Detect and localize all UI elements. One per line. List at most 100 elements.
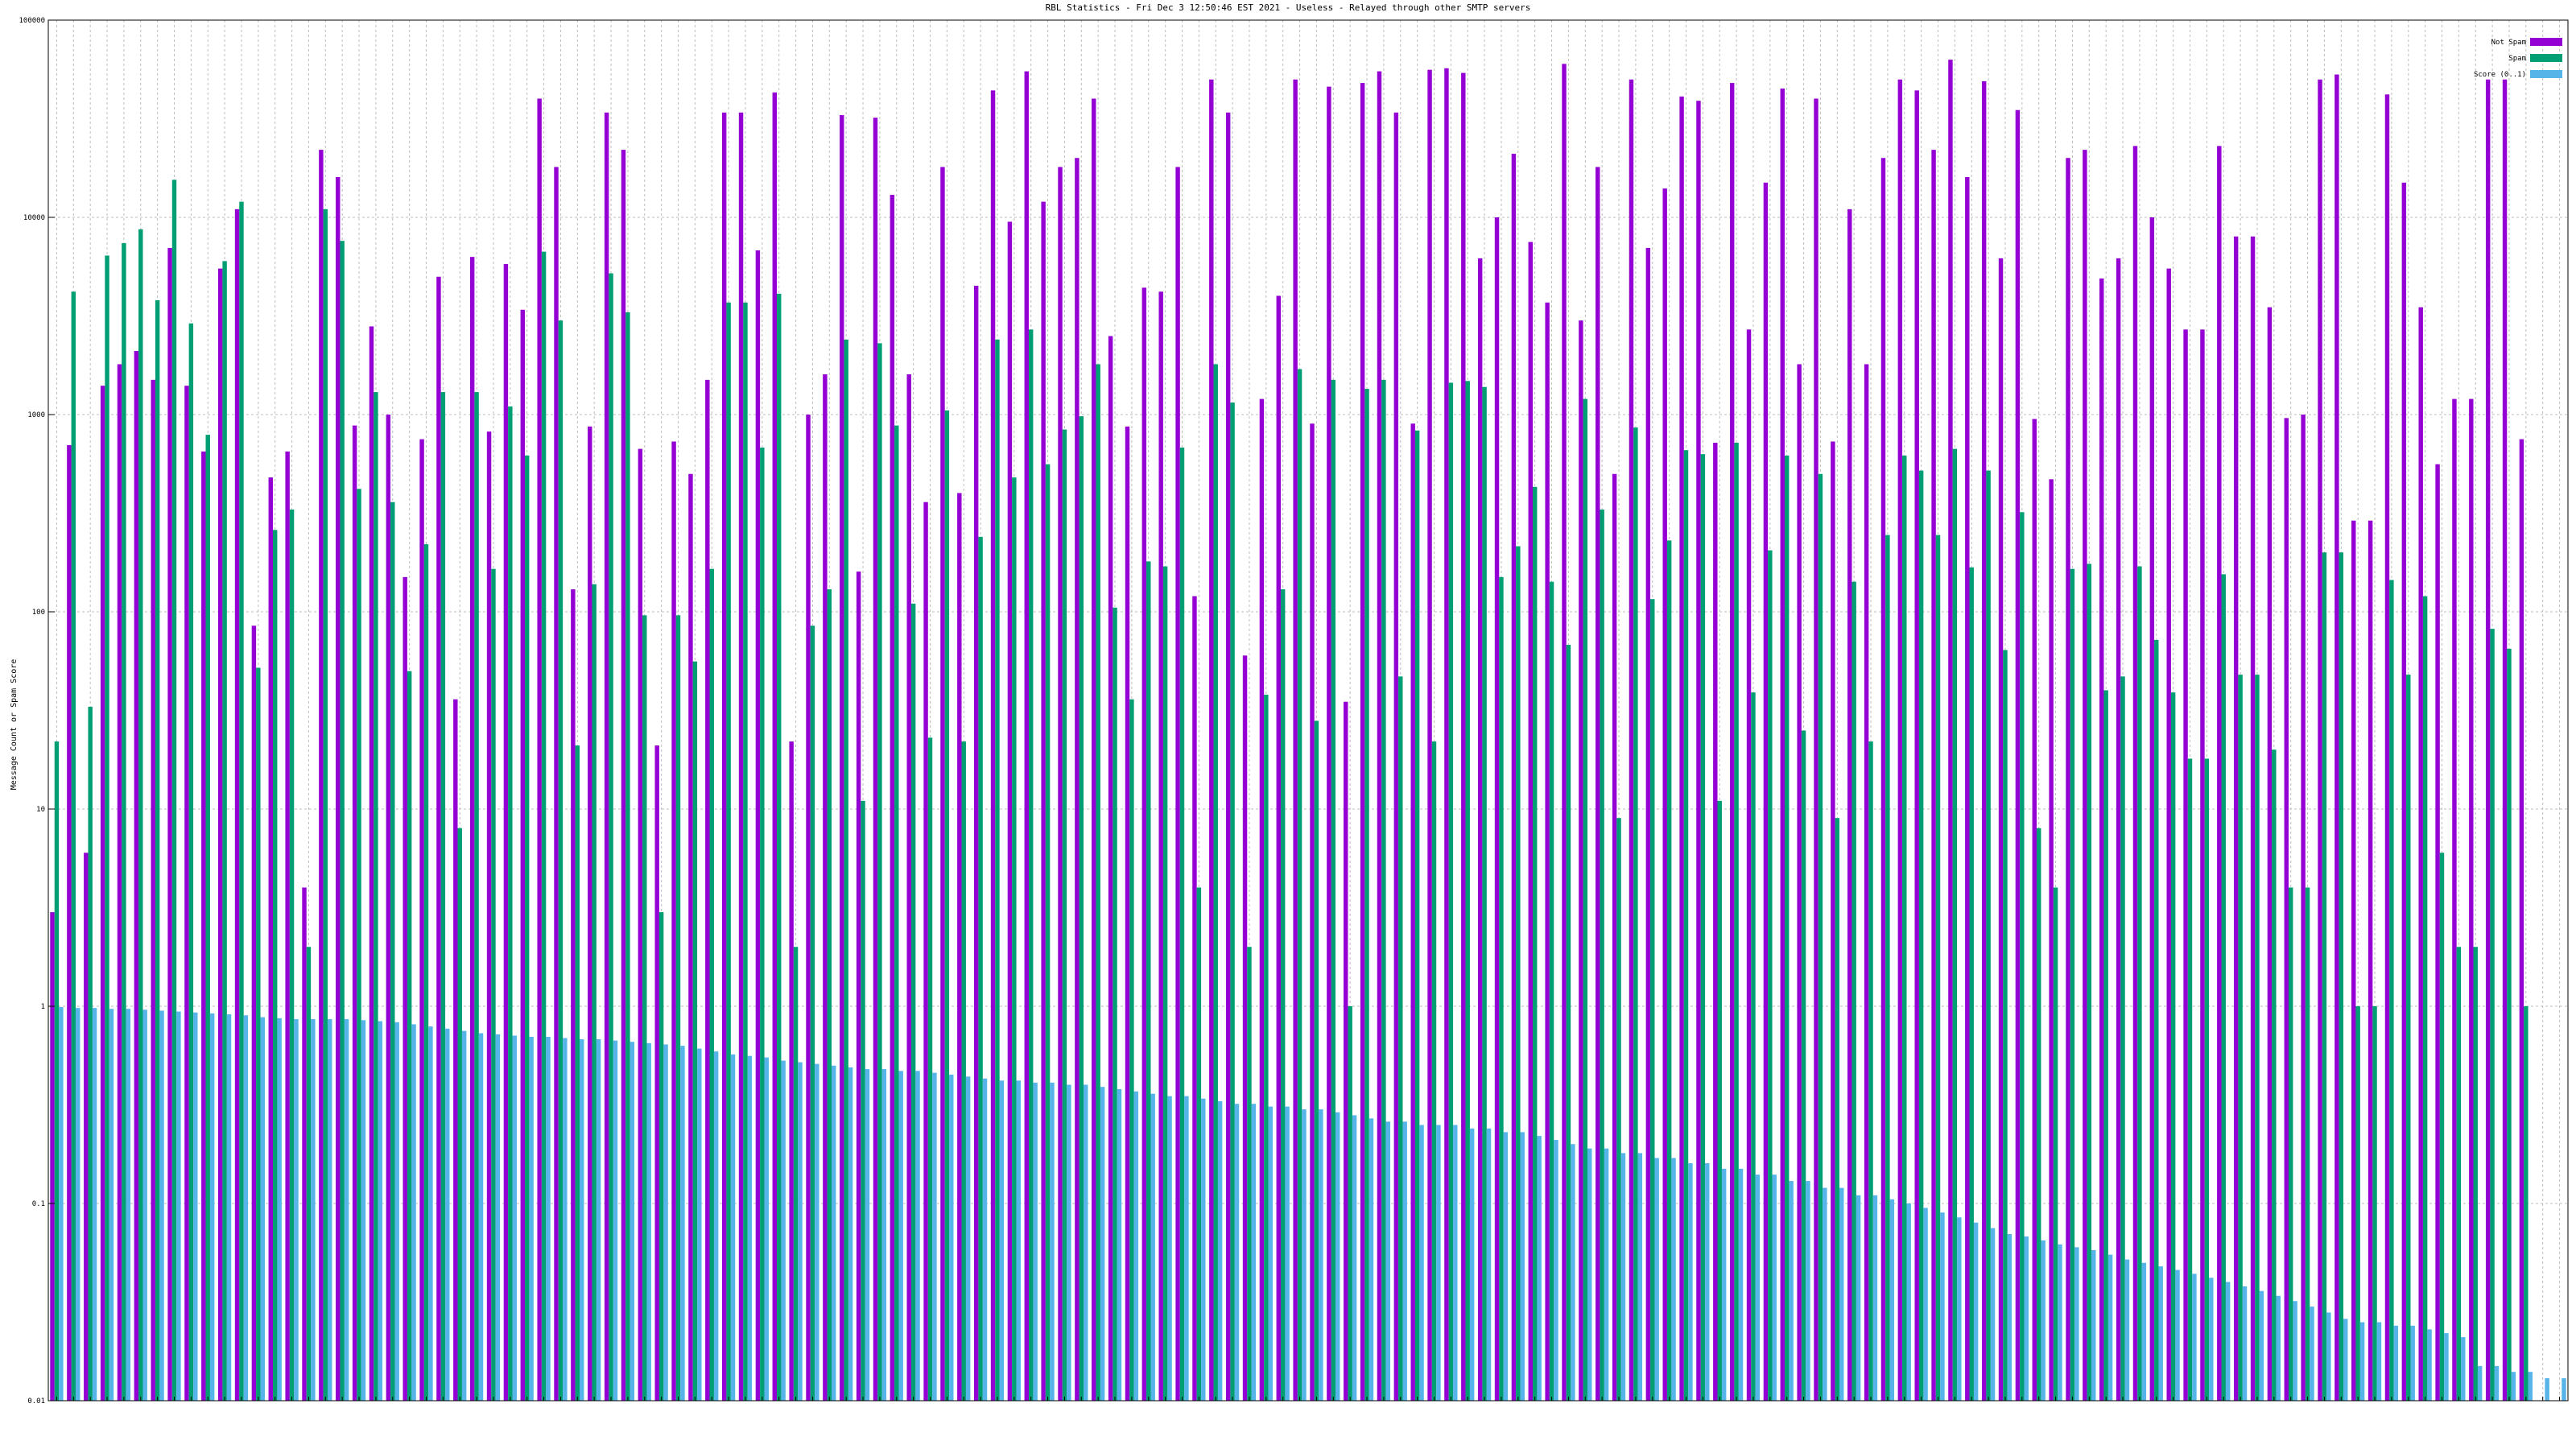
bar-score (1352, 1115, 1357, 1401)
bar-not-spam (1041, 201, 1046, 1402)
bar-score (159, 1010, 164, 1401)
bar-score (1520, 1132, 1525, 1401)
bar-spam (2288, 887, 2293, 1401)
bar-score (1084, 1084, 1088, 1401)
bar-spam (2272, 749, 2277, 1401)
bar-spam (558, 320, 564, 1402)
bar-score (1184, 1096, 1189, 1401)
bar-score (328, 1019, 332, 1401)
bar-score (2376, 1322, 2382, 1401)
bar-spam (1852, 581, 1856, 1401)
bar-score (1050, 1082, 1055, 1401)
bar-not-spam (2452, 398, 2457, 1401)
bar-score (361, 1020, 366, 1401)
bar-score (109, 1009, 114, 1401)
bar-spam (1398, 676, 1403, 1401)
bar-score (92, 1008, 97, 1401)
bar-spam (2170, 692, 2176, 1401)
bar-score (580, 1039, 584, 1401)
bar-not-spam (2200, 329, 2205, 1401)
bar-score (311, 1019, 316, 1401)
bar-spam (71, 291, 76, 1401)
bar-spam (1213, 364, 1218, 1401)
bar-not-spam (638, 448, 643, 1401)
bar-spam (54, 741, 60, 1401)
bar-spam (457, 828, 462, 1401)
y-tick-label: 100 (32, 609, 45, 617)
bar-score (982, 1078, 988, 1401)
bar-not-spam (1713, 442, 1718, 1401)
bar-spam (1868, 741, 1873, 1401)
y-tick-label: 1 (41, 1003, 45, 1011)
bar-spam (1482, 386, 1487, 1401)
bar-spam (407, 671, 412, 1401)
bar-score (563, 1038, 568, 1401)
bar-not-spam (2099, 278, 2104, 1401)
bar-spam (793, 947, 799, 1401)
bar-score (747, 1055, 753, 1401)
bar-spam (709, 568, 714, 1401)
bar-score (1957, 1217, 1962, 1401)
bar-not-spam (1158, 291, 1163, 1401)
bar-score (2494, 1365, 2500, 1401)
bar-not-spam (268, 477, 273, 1401)
bar-spam (1146, 561, 1151, 1401)
bar-score (126, 1009, 131, 1401)
bar-score (260, 1017, 265, 1401)
bar-not-spam (1007, 221, 1013, 1401)
bar-not-spam (1092, 98, 1096, 1401)
bar-spam (1247, 947, 1252, 1401)
bar-spam (1717, 800, 1722, 1401)
bar-not-spam (957, 493, 962, 1401)
bar-spam (2473, 947, 2478, 1401)
bar-score (1335, 1112, 1340, 1401)
plot-frame (47, 19, 2569, 1402)
bar-not-spam (1444, 68, 1449, 1401)
bar-score (1419, 1125, 1424, 1401)
bar-spam (88, 706, 93, 1401)
bar-not-spam (2485, 79, 2491, 1402)
bar-spam (306, 947, 312, 1401)
bar-score (1738, 1168, 1744, 1401)
bar-spam (2490, 629, 2495, 1401)
bar-not-spam (654, 745, 659, 1401)
bar-spam (357, 489, 361, 1401)
bar-score (1872, 1195, 1878, 1401)
bar-score (1302, 1109, 1307, 1401)
bar-score (546, 1036, 551, 1401)
y-tick-label: 10000 (23, 214, 45, 222)
bar-not-spam (890, 195, 895, 1402)
bar-score (1571, 1144, 1575, 1401)
bar-not-spam (2435, 464, 2440, 1402)
bar-spam (1952, 448, 1958, 1401)
bar-not-spam (1175, 167, 1180, 1401)
bar-spam (2372, 1006, 2377, 1401)
bar-spam (1801, 730, 1806, 1401)
bar-not-spam (1259, 398, 1265, 1401)
bar-score (1990, 1228, 1996, 1401)
bar-not-spam (2032, 419, 2037, 1401)
bar-score (1503, 1132, 1509, 1401)
bar-spam (776, 293, 782, 1402)
bar-not-spam (2116, 258, 2121, 1402)
bar-not-spam (1293, 79, 1298, 1402)
bar-not-spam (1209, 79, 1214, 1402)
y-axis: 0.01 0.1 1 10 100 1000 10000 100000 (19, 17, 55, 1406)
bar-score (2477, 1365, 2483, 1401)
bar-not-spam (386, 415, 391, 1401)
bar-not-spam (2233, 236, 2239, 1402)
bar-spam (877, 343, 882, 1401)
bar-score (2124, 1259, 2130, 1401)
bar-score (2091, 1249, 2096, 1401)
legend-swatch-not-spam (2530, 38, 2562, 46)
bar-not-spam (2301, 415, 2306, 1401)
bar-spam (1179, 448, 1185, 1401)
bar-not-spam (1528, 242, 1533, 1401)
bar-spam (861, 800, 865, 1401)
bar-not-spam (1310, 423, 1315, 1401)
bar-not-spam (1410, 423, 1415, 1401)
y-tick-label: 10 (36, 806, 45, 814)
bar-spam (1280, 589, 1286, 1401)
bar-spam (1532, 486, 1538, 1401)
bar-score (2225, 1282, 2231, 1401)
